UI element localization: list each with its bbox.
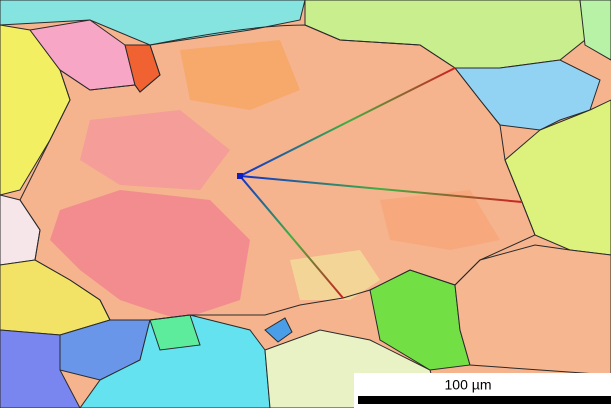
scale-bar: 100 µm — [354, 373, 611, 408]
grain — [455, 245, 611, 375]
ebsd-map: 100 µm — [0, 0, 611, 408]
trace-origin — [237, 173, 243, 179]
scale-bar-label: 100 µm — [445, 377, 492, 393]
grains — [0, 0, 611, 408]
scale-bar-line — [358, 396, 611, 404]
